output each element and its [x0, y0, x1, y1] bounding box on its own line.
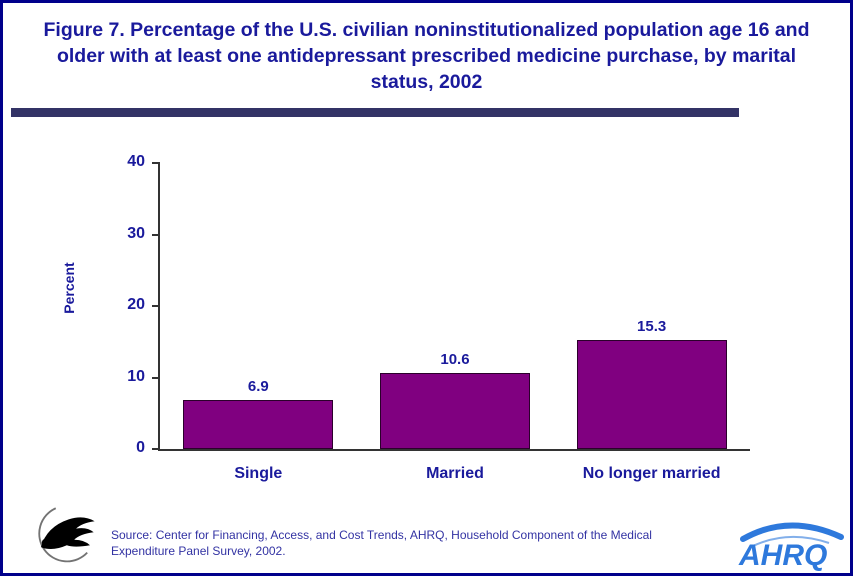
source-citation: Source: Center for Financing, Access, an…	[111, 528, 652, 558]
bar	[379, 373, 530, 449]
bar-value-label: 6.9	[247, 377, 269, 395]
y-tick-mark	[152, 233, 160, 236]
bar-value-label: 10.6	[440, 351, 470, 369]
y-axis-ticks: 0 10 20 30 40	[103, 153, 160, 456]
figure-title: Figure 7. Percentage of the U.S. civilia…	[43, 19, 810, 93]
bar	[183, 399, 334, 449]
bar-value-label: 15.3	[637, 317, 667, 335]
y-tick-label: 40	[127, 153, 145, 170]
category-label: No longer married	[582, 465, 721, 482]
hhs-eagle-icon	[38, 507, 95, 563]
ahrq-wordmark: AHRQ	[738, 539, 827, 571]
bar-group: 15.3	[553, 163, 750, 449]
category-label: Married	[426, 465, 484, 482]
y-tick-label: 20	[127, 296, 145, 313]
y-tick-label: 30	[127, 224, 145, 242]
y-axis-title: Percent	[61, 262, 77, 314]
ahrq-swoosh-icon: AHRQ	[738, 522, 844, 572]
category-label: Single	[234, 465, 283, 482]
category-labels: Single Married No longer married	[160, 465, 750, 489]
x-axis-line	[158, 449, 750, 451]
bar-group: 10.6	[357, 163, 554, 449]
y-tick-mark	[152, 305, 160, 307]
hhs-logo	[27, 499, 103, 573]
bar	[576, 339, 727, 449]
ahrq-logo: AHRQ	[737, 517, 847, 572]
y-tick-mark	[152, 162, 160, 164]
title-divider-bar	[11, 108, 739, 117]
bar-group: 6.9	[160, 163, 357, 449]
y-tick-mark	[152, 376, 160, 379]
y-tick-mark	[152, 448, 160, 450]
y-tick-label: 0	[136, 439, 145, 456]
plot-area: 6.9 10.6 15.3	[160, 163, 750, 449]
y-tick-label: 10	[127, 367, 145, 385]
